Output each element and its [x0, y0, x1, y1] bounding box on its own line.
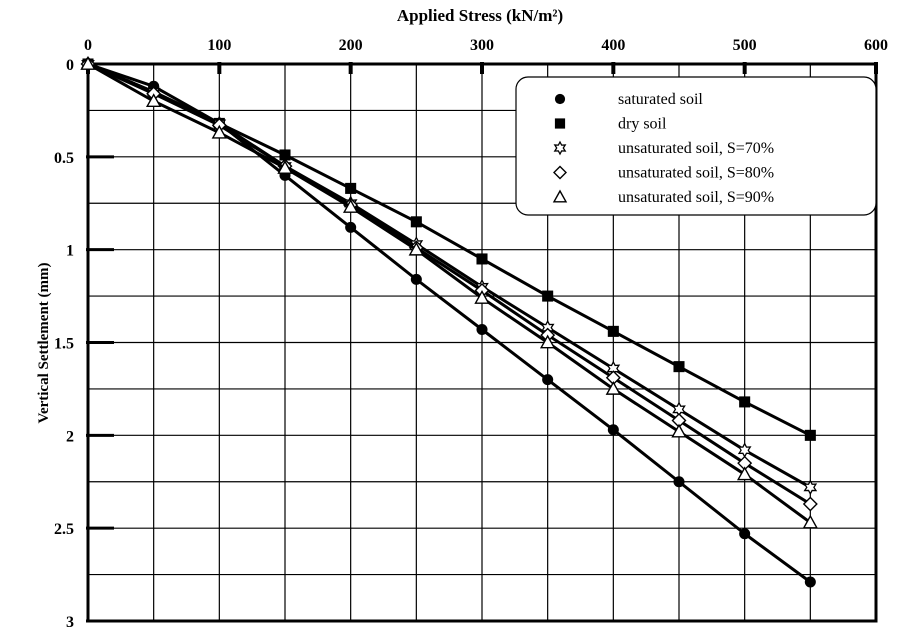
- y-tick-label: 0: [66, 57, 74, 74]
- data-point: [739, 528, 751, 540]
- data-point: [736, 466, 753, 481]
- y-tick-label: 1: [66, 243, 74, 260]
- data-point: [476, 323, 488, 336]
- data-point: [476, 253, 488, 265]
- x-tick-label: 600: [864, 37, 888, 54]
- data-point: [607, 424, 619, 436]
- legend-box: [515, 76, 877, 216]
- data-point: [345, 221, 357, 233]
- x-tick-label: 500: [733, 37, 757, 54]
- series-5: [80, 56, 819, 529]
- y-tick-label: 2.5: [54, 521, 74, 538]
- x-axis-title: Applied Stress (kN/m²): [397, 6, 563, 25]
- data-point: [554, 118, 566, 129]
- x-tick-label: 0: [84, 37, 92, 54]
- data-point: [554, 93, 566, 105]
- legend-label: saturated soil: [618, 91, 703, 108]
- data-point: [737, 442, 752, 459]
- y-tick-label: 0.5: [54, 150, 74, 167]
- data-point: [802, 496, 818, 512]
- data-point: [552, 189, 568, 203]
- data-point: [804, 576, 816, 588]
- y-tick-label: 2: [66, 428, 74, 445]
- data-point: [739, 396, 751, 408]
- data-point: [542, 290, 554, 302]
- series-line: [87, 62, 812, 506]
- data-point: [542, 374, 554, 386]
- data-point: [277, 160, 293, 174]
- data-point: [408, 241, 425, 256]
- data-point: [145, 93, 162, 108]
- data-point: [474, 289, 490, 304]
- legend-label: unsaturated soil, S=90%: [618, 189, 774, 206]
- data-point: [605, 380, 622, 395]
- x-tick-label: 400: [601, 37, 625, 54]
- data-point: [673, 476, 685, 488]
- x-tick-label: 100: [207, 37, 231, 54]
- data-point: [80, 56, 96, 70]
- series-line: [87, 62, 812, 524]
- data-point: [211, 124, 228, 139]
- series-line: [87, 62, 812, 489]
- data-point: [279, 149, 291, 161]
- data-point: [802, 514, 819, 529]
- x-tick-label: 200: [339, 37, 363, 54]
- data-point: [803, 479, 818, 496]
- data-point: [410, 273, 422, 285]
- data-point: [553, 140, 567, 156]
- data-point: [410, 216, 422, 228]
- x-tick-label: 300: [470, 37, 494, 54]
- data-point: [553, 165, 567, 180]
- series-lines: [80, 56, 819, 588]
- axes: 0 100 200 300 400 500 600 0 0.5 1 1.5 2 2.5 3: [54, 37, 888, 630]
- data-point: [671, 423, 687, 438]
- legend-label: unsaturated soil, S=70%: [618, 140, 774, 157]
- data-point: [345, 182, 357, 194]
- data-point: [342, 199, 359, 213]
- legend-label: unsaturated soil, S=80%: [618, 165, 774, 182]
- data-point: [539, 334, 556, 349]
- data-point: [673, 361, 685, 373]
- legend: saturated soil dry soil unsaturated soil, …: [515, 76, 877, 216]
- data-point: [607, 325, 619, 337]
- y-axis-title: Vertical Settlement (mm): [36, 262, 52, 423]
- y-tick-label: 3: [66, 614, 74, 630]
- data-point: [804, 429, 816, 441]
- legend-label: dry soil: [618, 116, 667, 133]
- y-tick-label: 1.5: [54, 336, 74, 353]
